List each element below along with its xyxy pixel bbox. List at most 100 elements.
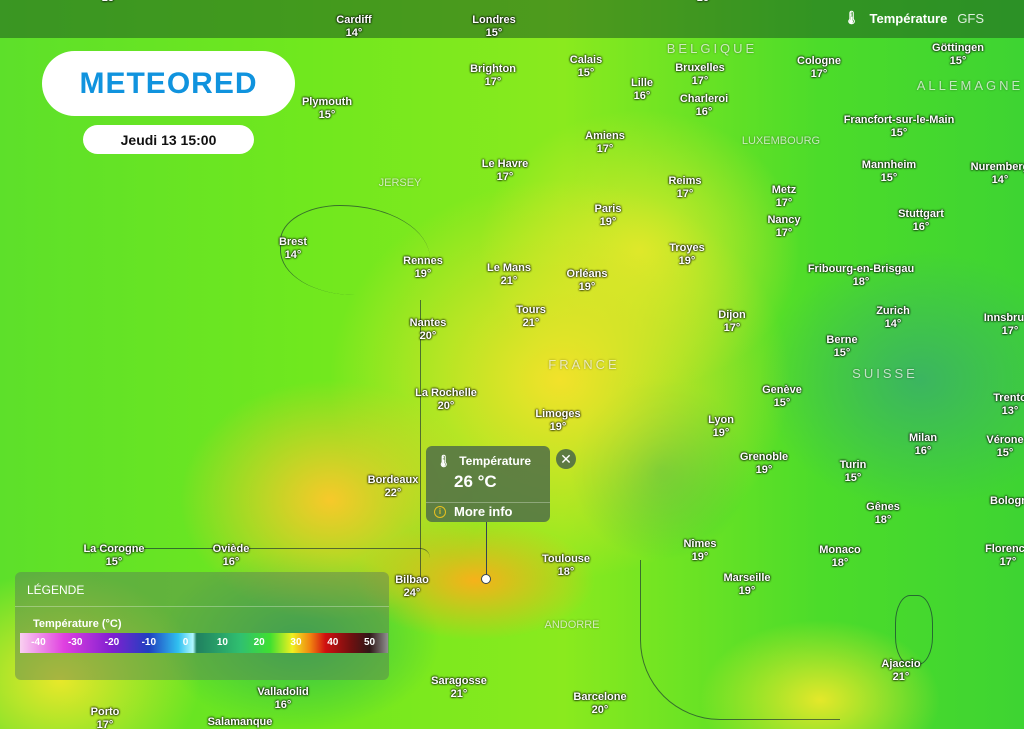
city-label[interactable]: Nîmes 19°	[683, 538, 716, 564]
legend-title: LÉGENDE	[27, 583, 85, 597]
city-temp: 14°	[884, 318, 902, 330]
city-name: Nancy	[767, 214, 801, 226]
city-temp: 20°	[419, 330, 437, 342]
city-label[interactable]: Amiens 17°	[585, 130, 625, 156]
city-label[interactable]: Oviède 16°	[213, 543, 250, 569]
city-label[interactable]: Mannheim 15°	[862, 159, 916, 185]
city-label[interactable]: Milan 16°	[909, 432, 937, 458]
city-name: Reims	[668, 175, 702, 187]
city-temp: 17°	[691, 75, 709, 87]
location-pin[interactable]	[481, 574, 491, 584]
city-name: Bruxelles	[675, 62, 725, 74]
city-name: Metz	[771, 184, 797, 196]
city-label[interactable]: Fribourg-en-Brisgau 18°	[808, 263, 914, 289]
coastline-mediterranean	[640, 560, 840, 720]
city-label[interactable]: Marseille 19°	[723, 572, 770, 598]
city-label[interactable]: Le Havre 17°	[482, 158, 528, 184]
layer-name: Température	[869, 10, 948, 26]
city-label[interactable]: Vérone 15°	[986, 434, 1023, 460]
city-label[interactable]: La Corogne 15°	[83, 543, 144, 569]
city-label[interactable]: Bologne	[990, 495, 1024, 508]
city-label[interactable]: Charleroi 16°	[680, 93, 728, 119]
close-tooltip-button[interactable]: ✕	[556, 449, 576, 469]
city-name: Vérone	[986, 434, 1024, 446]
city-label[interactable]: Francfort-sur-le-Main 15°	[844, 114, 955, 140]
city-temp: 14°	[284, 249, 302, 261]
city-label[interactable]: Bruxelles 17°	[675, 62, 725, 88]
city-label[interactable]: Toulouse 18°	[542, 553, 590, 579]
scale-tick: 10	[216, 637, 228, 648]
city-label[interactable]: Le Mans 21°	[487, 262, 531, 288]
city-name: Paris	[594, 203, 622, 215]
city-temp: 17°	[775, 227, 793, 239]
city-label[interactable]: Limoges 19°	[535, 408, 580, 434]
point-tooltip: 🌡 Température 26 °C i More info	[426, 446, 550, 522]
city-label[interactable]: Lille 16°	[631, 77, 653, 103]
city-name: Salamanque	[207, 716, 273, 728]
city-temp: 15°	[833, 347, 851, 359]
city-label[interactable]: Cologne 17°	[797, 55, 841, 81]
city-label[interactable]: Florence17°	[985, 543, 1024, 569]
country-label: LUXEMBOURG	[741, 135, 821, 147]
scale-tick: 50	[364, 637, 376, 648]
thermometer-icon: 🌡	[843, 10, 860, 25]
city-label[interactable]: Troyes 19°	[669, 242, 704, 268]
city-temp: 17°	[1001, 325, 1019, 337]
city-temp: 19°	[755, 464, 773, 476]
city-label[interactable]: Dijon 17°	[718, 309, 746, 335]
date-time-badge[interactable]: Jeudi 13 15:00	[83, 125, 254, 154]
city-label[interactable]: Reims 17°	[668, 175, 701, 201]
city-name: Nîmes	[683, 538, 717, 550]
city-name: Oviède	[212, 543, 250, 555]
city-label[interactable]: Zurich 14°	[876, 305, 910, 331]
city-temp: 18°	[831, 557, 849, 569]
city-label[interactable]: Genève 15°	[762, 384, 802, 410]
city-name: Dijon	[718, 309, 746, 321]
city-label[interactable]: Tours 21°	[516, 304, 546, 330]
city-label[interactable]: Turin 15°	[840, 459, 867, 485]
city-label[interactable]: Gênes 18°	[866, 501, 900, 527]
city-temp: 15°	[577, 67, 595, 79]
city-label[interactable]: Rennes 19°	[403, 255, 443, 281]
city-label[interactable]: Barcelone 20°	[573, 691, 626, 717]
city-label[interactable]: Bilbao 24°	[395, 574, 429, 600]
city-label[interactable]: Salamanque	[208, 716, 273, 729]
meteored-logo[interactable]: METEORED	[42, 51, 295, 116]
city-label[interactable]: 16°	[697, 0, 714, 5]
city-label[interactable]: Göttingen 15°	[932, 42, 984, 68]
legend-panel[interactable]: LÉGENDE Température (°C) -40 -30 -20 -10 0 10…	[15, 572, 389, 680]
city-label[interactable]: Lyon 19°	[708, 414, 734, 440]
layer-selector[interactable]: 🌡 Température GFS	[843, 10, 984, 26]
city-label[interactable]: Nuremberg 14°	[971, 161, 1024, 187]
city-label[interactable]: Monaco 18°	[819, 544, 861, 570]
city-label[interactable]: Stuttgart 16°	[898, 208, 944, 234]
city-label[interactable]: Valladolid 16°	[257, 686, 308, 712]
city-label[interactable]: Grenoble 19°	[740, 451, 788, 477]
city-label[interactable]: La Rochelle 20°	[415, 387, 477, 413]
city-label[interactable]: Trento 13°	[993, 392, 1024, 418]
city-temp: 13°	[102, 0, 119, 5]
city-name: Francfort-sur-le-Main	[843, 114, 955, 126]
more-info-link[interactable]: i More info	[434, 504, 513, 519]
city-label[interactable]: Metz 17°	[772, 184, 796, 210]
city-label[interactable]: Ajaccio 21°	[881, 658, 920, 684]
city-label[interactable]: Berne 15°	[826, 334, 857, 360]
city-label[interactable]: Saragosse 21°	[431, 675, 487, 701]
city-label[interactable]: Brighton 17°	[470, 63, 516, 89]
city-label[interactable]: Innsbruck17°	[984, 312, 1024, 338]
city-label[interactable]: Plymouth 15°	[302, 96, 352, 122]
city-label[interactable]: Orléans 19°	[567, 268, 608, 294]
city-label[interactable]: Nantes 20°	[410, 317, 447, 343]
city-label[interactable]: Nancy 17°	[767, 214, 800, 240]
city-label[interactable]: Brest 14°	[279, 236, 307, 262]
city-label[interactable]: Bordeaux 22°	[368, 474, 419, 500]
city-temp: 16°	[222, 556, 240, 568]
city-label[interactable]: Paris 19°	[595, 203, 622, 229]
city-label[interactable]: Londres 15°	[472, 14, 515, 40]
city-label[interactable]: Calais 15°	[570, 54, 602, 80]
city-label[interactable]: Porto 17°	[91, 706, 120, 729]
city-temp: 16°	[695, 106, 713, 118]
city-label[interactable]: 13°	[102, 0, 119, 5]
city-label[interactable]: Cardiff 14°	[336, 14, 371, 40]
